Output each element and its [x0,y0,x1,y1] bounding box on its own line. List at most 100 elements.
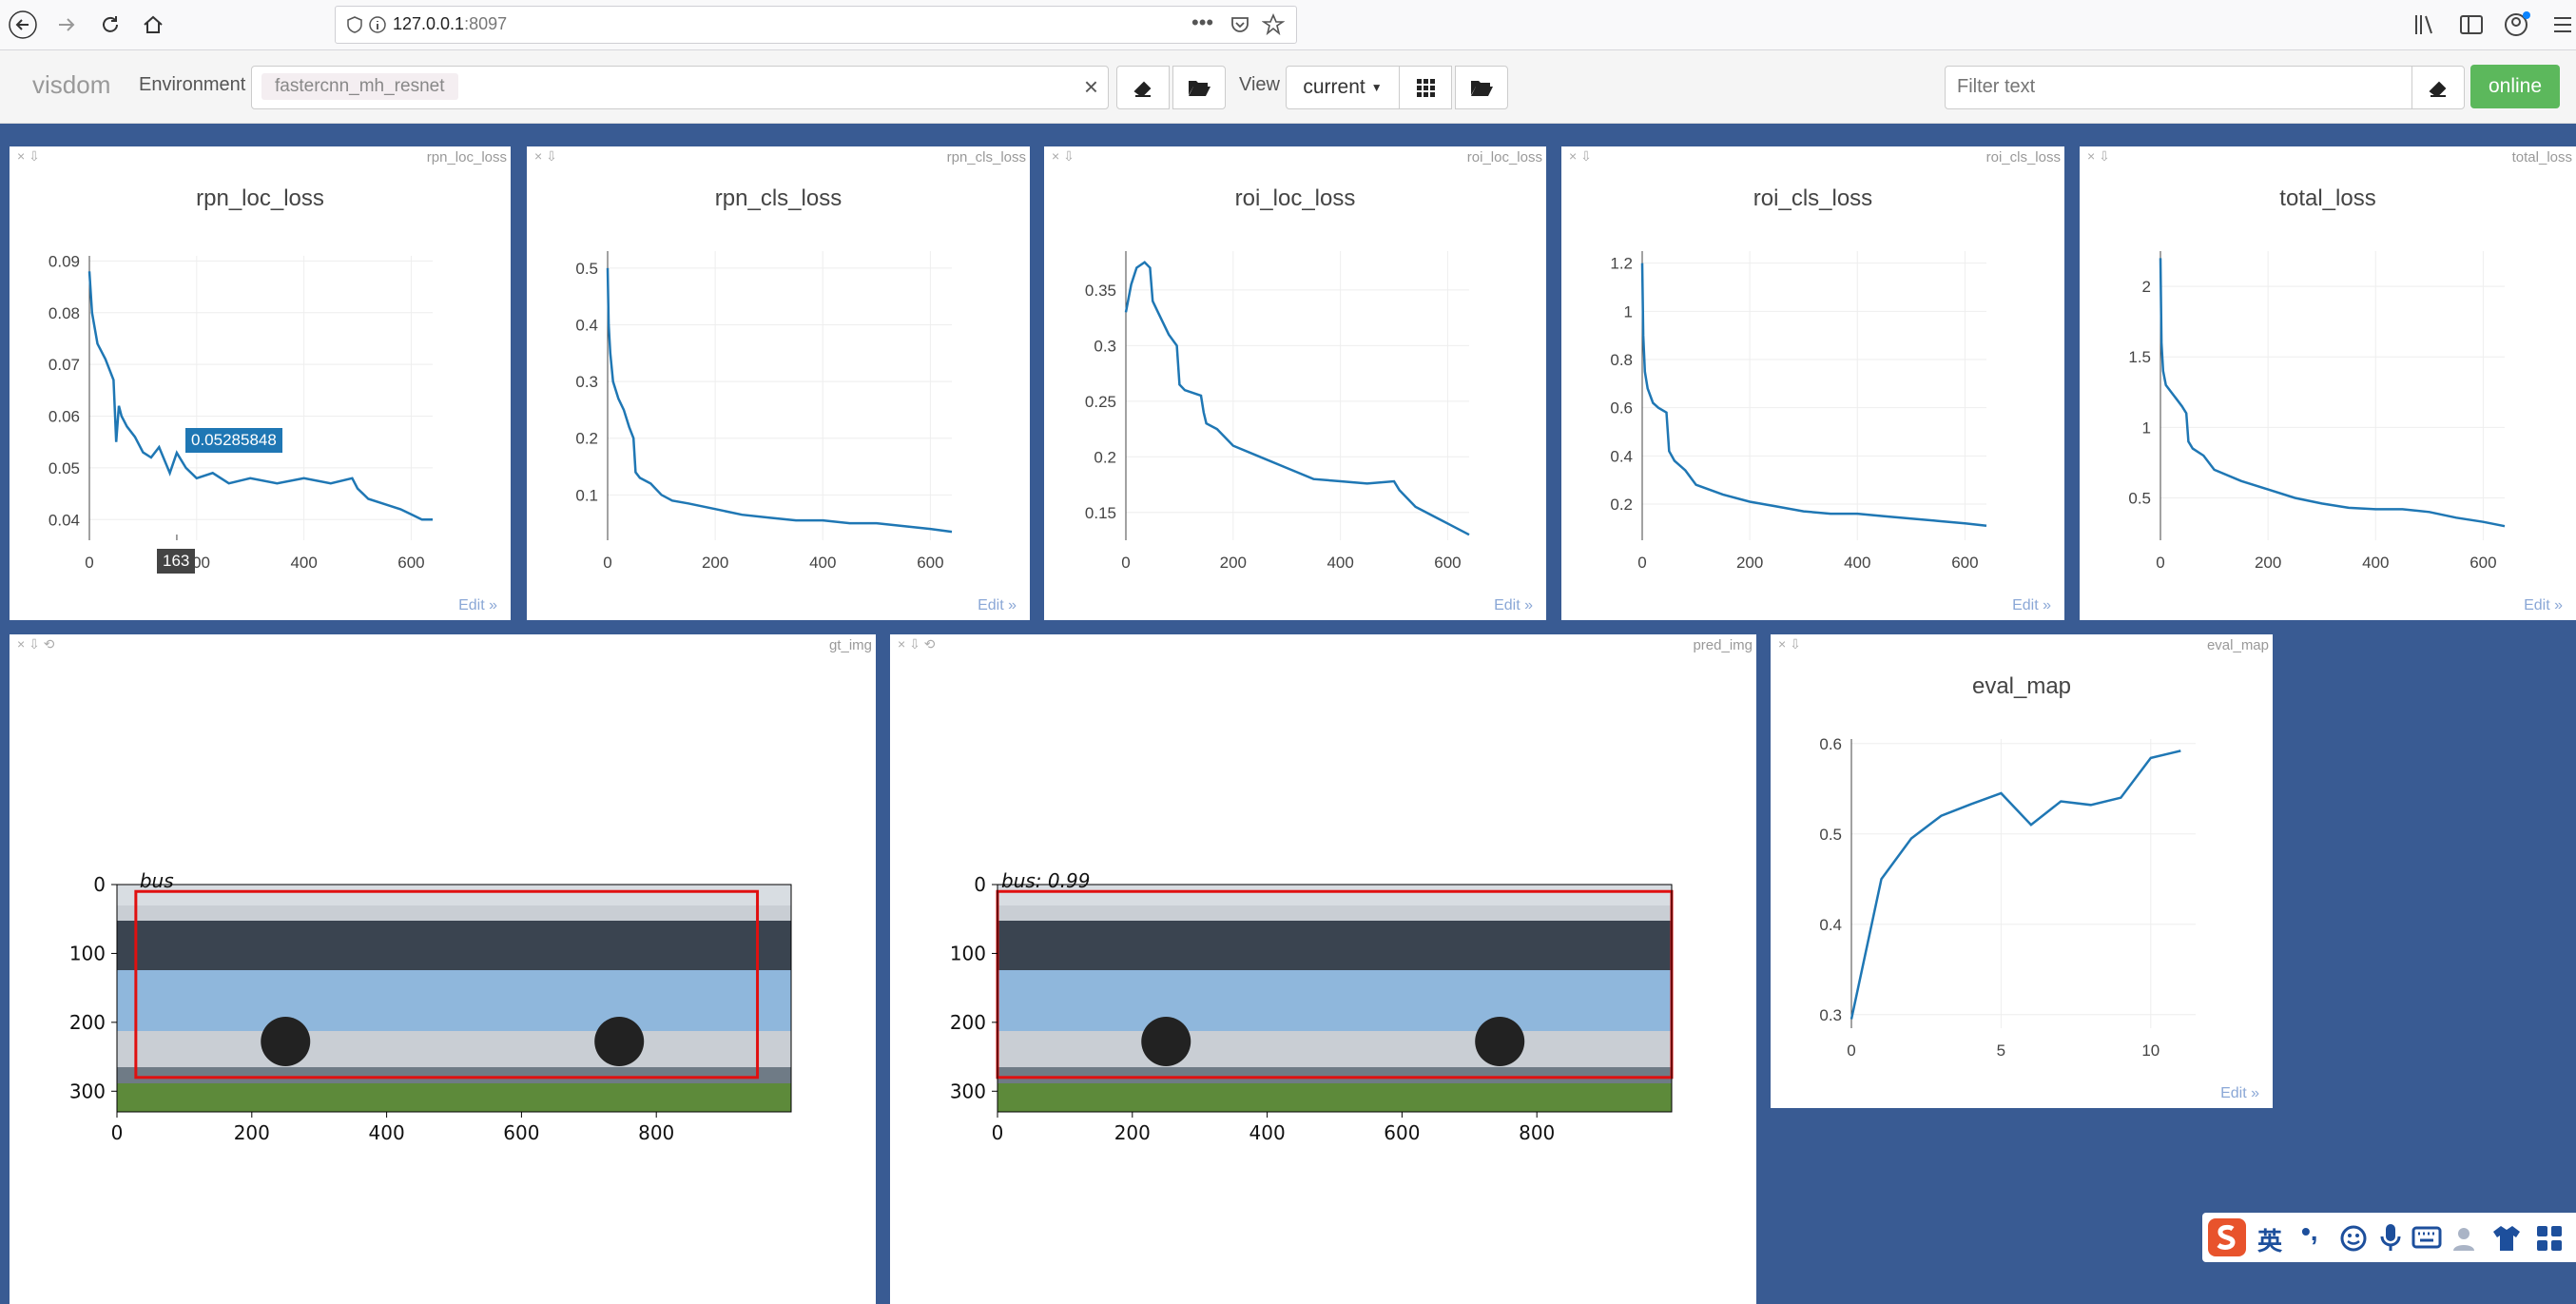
manage-env-button[interactable] [1172,66,1226,109]
emoji-icon[interactable] [2339,1224,2368,1253]
brand-logo[interactable]: visdom [32,70,111,99]
pane-rpn-cls-loss[interactable]: × ⇩ rpn_cls_loss rpn_cls_loss 0 200 400 600 0… [527,146,1030,620]
y-tick-label: 0.3 [1819,1006,1842,1024]
pane-title: roi_loc_loss [1466,149,1542,165]
menu-icon[interactable] [2552,14,2573,35]
edit-link[interactable]: Edit » [458,597,497,613]
online-status-button[interactable]: online [2470,65,2560,108]
clear-environment-icon[interactable]: × [1083,72,1098,101]
folder-open-icon [1471,81,1493,96]
x-tick-label: 200 [234,1121,270,1144]
y-tick-label: 0.1 [575,486,598,504]
y-tick-label: 1 [1624,302,1633,321]
x-tick-label: 600 [917,554,943,572]
punctuation-icon[interactable]: •, [2301,1216,2318,1246]
bus-wheel [261,1017,311,1066]
pane-pred-img[interactable]: × ⇩ ⟲ pred_img bus: 0.99 0 200 400 600 800 0 10… [890,634,1756,1304]
filter-text-input[interactable] [1955,67,2377,107]
pane-total-loss[interactable]: × ⇩ total_loss total_loss 0 200 400 600 0.5 1 1… [2080,146,2576,620]
pane-close-icon[interactable]: × ⇩ [1778,636,1801,652]
user-skin-icon[interactable] [2451,1224,2480,1253]
edit-link[interactable]: Edit » [978,597,1017,613]
pane-title: gt_img [828,637,872,653]
pane-roi-loc-loss[interactable]: × ⇩ roi_loc_loss roi_loc_loss 0 200 400 600 0… [1044,146,1546,620]
x-tick-label: 0 [1121,554,1130,572]
filter-text-input-wrapper [1945,66,2412,109]
pane-close-icon[interactable]: × ⇩ [1569,148,1592,164]
view-select[interactable]: current ▼ [1286,66,1400,109]
chart-title: rpn_loc_loss [196,185,324,211]
chart-title: eval_map [1972,673,2071,699]
more-actions-icon[interactable]: ••• [1191,10,1214,34]
x-tick-label: 5 [1997,1041,2005,1060]
x-tick-label: 200 [1220,554,1247,572]
clear-filter-button[interactable] [2411,66,2465,109]
axes-frame [997,884,1673,1113]
ime-lang-icon[interactable]: 英 [2257,1228,2283,1256]
microphone-icon[interactable] [2379,1222,2402,1253]
x-tick-label: 600 [2469,554,2496,572]
y-tick-label: 0.15 [1085,504,1116,522]
browser-toolbar: 127.0.0.1:8097 ••• [0,0,2576,50]
keyboard-icon[interactable] [2411,1226,2442,1249]
environment-tag[interactable]: fastercnn_mh_resnet [261,73,458,100]
repack-button[interactable] [1399,66,1452,109]
y-tick-label: 0.6 [1610,399,1633,418]
shirt-icon[interactable] [2491,1224,2522,1253]
y-tick-label: 2 [2142,278,2151,296]
y-tick-label: 0.2 [1094,448,1116,466]
pane-close-icon[interactable]: × ⇩ [1052,148,1075,164]
line-chart: eval_map 0 5 10 0.3 0.4 0.5 0.6 [1819,673,2196,1060]
sky-area [997,885,1672,907]
edit-link[interactable]: Edit » [2012,597,2051,613]
y-tick-label: 0.5 [2128,490,2151,508]
x-tick-label: 400 [809,554,836,572]
ime-grid-icon[interactable] [2535,1224,2564,1253]
pocket-icon[interactable] [1230,14,1250,35]
x-tick-label: 400 [1249,1121,1286,1144]
x-tick-label: 600 [1384,1121,1420,1144]
y-tick-label: 0.04 [48,511,80,529]
pane-title: rpn_cls_loss [946,149,1026,165]
bookmark-star-icon[interactable] [1262,13,1285,36]
pane-eval-map[interactable]: × ⇩ eval_map eval_map 0 5 10 0.3 0.4 0.5 0.6 Ed… [1771,634,2273,1108]
y-tick-label: 0.07 [48,356,80,374]
account-icon[interactable] [2503,10,2531,39]
x-tick-label: 600 [1434,554,1461,572]
pane-gt-img[interactable]: × ⇩ ⟲ gt_img bus 0 200 400 600 800 0 100 200 300 [10,634,876,1304]
shield-icon [347,16,362,33]
pane-close-icon[interactable]: × ⇩ [534,148,557,164]
chart-title: roi_loc_loss [1235,185,1356,211]
edit-link[interactable]: Edit » [1494,597,1533,613]
pane-close-icon[interactable]: × ⇩ ⟲ [17,636,55,652]
pane-roi-cls-loss[interactable]: × ⇩ roi_cls_loss roi_cls_loss 0 200 400 600 0… [1561,146,2064,620]
pane-title: total_loss [2511,149,2572,165]
ime-toolbar[interactable]: 英 •, [2202,1213,2576,1262]
environment-select[interactable]: fastercnn_mh_resnet × [251,66,1109,109]
edit-link[interactable]: Edit » [2220,1085,2259,1101]
reload-button[interactable] [93,8,127,42]
series-line [2159,258,2506,528]
y-tick-label: 300 [950,1080,986,1102]
x-tick-label: 200 [2255,554,2281,572]
pane-close-icon[interactable]: × ⇩ [2087,148,2110,164]
x-tick-label: 600 [397,554,424,572]
edit-link[interactable]: Edit » [2524,597,2563,613]
clear-env-button[interactable] [1116,66,1170,109]
home-button[interactable] [136,8,170,42]
pane-close-icon[interactable]: × ⇩ [17,148,40,164]
y-tick-label: 0.3 [575,373,598,391]
y-tick-label: 0.3 [1094,337,1116,355]
pane-close-icon[interactable]: × ⇩ ⟲ [898,636,936,652]
back-button[interactable] [6,8,40,42]
library-icon[interactable] [2413,12,2438,37]
sidebar-icon[interactable] [2459,12,2484,37]
sky-area [117,885,791,907]
view-value: current [1303,76,1365,98]
forward-button[interactable] [49,8,84,42]
series-line [1124,261,1470,536]
manage-views-button[interactable] [1455,66,1508,109]
x-tick-label: 400 [2362,554,2389,572]
pane-rpn-loc-loss[interactable]: × ⇩ rpn_loc_loss rpn_loc_loss 0 200 400 600 0… [10,146,511,620]
url-bar[interactable]: 127.0.0.1:8097 ••• [335,6,1297,44]
